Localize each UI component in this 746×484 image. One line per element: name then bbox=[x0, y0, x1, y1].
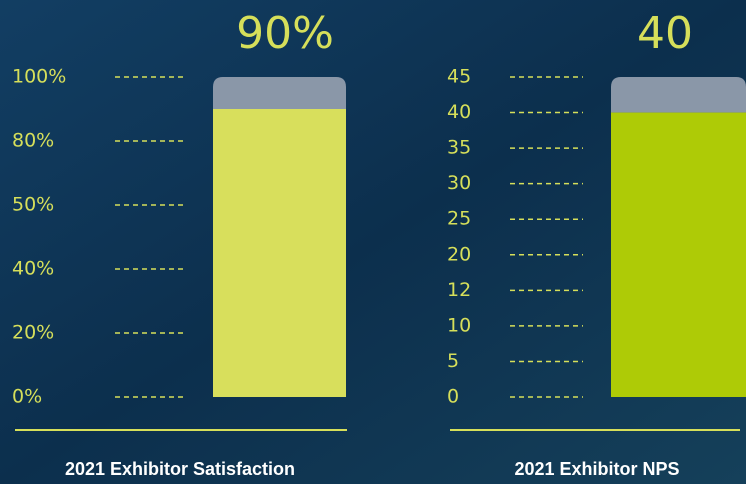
y-tick-label: 40 bbox=[447, 101, 471, 123]
y-tick-label: 0% bbox=[12, 386, 42, 408]
y-tick-label: 5 bbox=[447, 350, 459, 372]
y-tick-label: 12 bbox=[447, 279, 471, 301]
caption: 2021 Exhibitor NPS bbox=[514, 459, 679, 479]
y-tick-label: 40% bbox=[12, 258, 54, 280]
y-tick-label: 30 bbox=[447, 172, 471, 194]
bar bbox=[213, 109, 346, 397]
y-tick-label: 10 bbox=[447, 314, 471, 336]
caption: 2021 Exhibitor Satisfaction bbox=[65, 459, 295, 479]
bar-track bbox=[213, 77, 346, 109]
y-tick-label: 50% bbox=[12, 194, 54, 216]
y-tick-label: 45 bbox=[447, 66, 471, 88]
bar-track bbox=[611, 77, 746, 113]
y-tick-label: 80% bbox=[12, 130, 54, 152]
y-tick-label: 0 bbox=[447, 386, 459, 408]
headline-value: 40 bbox=[637, 8, 693, 59]
y-tick-label: 35 bbox=[447, 137, 471, 159]
y-tick-label: 100% bbox=[12, 66, 66, 88]
y-tick-label: 20% bbox=[12, 322, 54, 344]
y-tick-label: 20 bbox=[447, 243, 471, 265]
infographic: 100% 80% 50% 40% 20% 0% 90% 2021 Exhibitor Sati… bbox=[0, 0, 746, 484]
headline-value: 90% bbox=[236, 8, 334, 59]
bar bbox=[611, 113, 746, 397]
y-tick-label: 25 bbox=[447, 208, 471, 230]
